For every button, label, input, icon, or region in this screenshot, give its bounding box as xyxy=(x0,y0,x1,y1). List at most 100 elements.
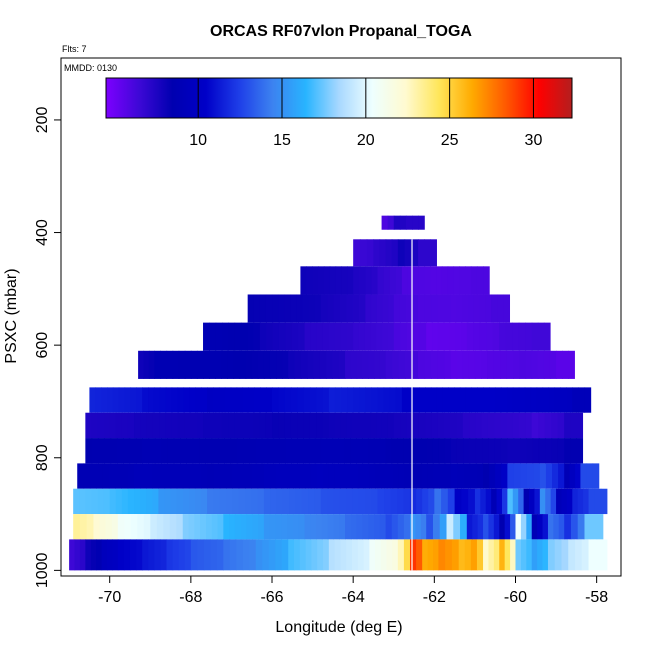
heatmap-cell xyxy=(218,387,226,413)
heatmap-cell xyxy=(424,294,432,323)
heatmap-cell xyxy=(177,387,185,413)
heatmap-cell xyxy=(451,539,460,571)
heatmap-cell xyxy=(247,294,255,323)
heatmap-cell xyxy=(421,463,428,489)
heatmap-cell xyxy=(148,539,155,571)
heatmap-cell xyxy=(215,350,222,379)
heatmap-cell xyxy=(309,412,317,439)
heatmap-cell xyxy=(503,294,511,323)
heatmap-cell xyxy=(334,322,342,351)
heatmap-cell xyxy=(91,438,99,464)
heatmap-cell xyxy=(476,266,484,295)
heatmap-cell xyxy=(542,387,550,413)
heatmap-cell xyxy=(510,514,517,540)
heatmap-cell xyxy=(173,438,181,464)
heatmap-cell xyxy=(221,350,228,379)
heatmap-cell xyxy=(288,539,295,571)
heatmap-cell xyxy=(413,322,421,351)
heatmap-cell xyxy=(438,438,446,464)
heatmap-cell xyxy=(426,322,433,351)
heatmap-cell xyxy=(461,322,468,351)
heatmap-cell xyxy=(430,239,437,267)
heatmap-cell xyxy=(152,463,159,489)
heatmap-cell xyxy=(316,322,324,351)
heatmap-cell xyxy=(345,350,352,379)
heatmap-cell xyxy=(454,488,462,515)
heatmap-cell xyxy=(320,294,328,323)
heatmap-cell xyxy=(406,412,414,439)
heatmap-cell xyxy=(275,514,282,540)
heatmap-cell xyxy=(383,266,391,295)
heatmap-cell xyxy=(322,387,330,413)
heatmap-cell xyxy=(424,266,431,295)
heatmap-cell xyxy=(364,322,372,351)
colorbar-tick-label: 10 xyxy=(189,132,207,149)
heatmap-cell xyxy=(418,294,426,323)
heatmap-cell xyxy=(184,350,192,379)
heatmap-cell xyxy=(544,412,552,439)
heatmap-cell xyxy=(146,488,153,515)
heatmap-cell xyxy=(334,463,341,489)
heatmap-cell xyxy=(346,294,354,323)
heatmap-cell xyxy=(491,294,498,323)
heatmap-cell xyxy=(488,438,496,464)
heatmap-cell xyxy=(148,438,156,464)
heatmap-cell xyxy=(105,514,113,540)
heatmap-cell xyxy=(352,294,360,323)
heatmap-cell xyxy=(91,488,99,515)
y-tick-label: 200 xyxy=(34,106,51,133)
heatmap-cell xyxy=(160,539,168,571)
heatmap-cell xyxy=(368,350,375,379)
heatmap-cell xyxy=(588,539,596,571)
heatmap-cell xyxy=(85,438,93,464)
heatmap-cell xyxy=(293,463,300,489)
heatmap-cell xyxy=(269,463,277,489)
heatmap-cell xyxy=(323,539,330,571)
heatmap-cell xyxy=(335,266,343,295)
heatmap-cell xyxy=(176,463,184,489)
heatmap-cell xyxy=(415,463,423,489)
heatmap-cell xyxy=(303,412,311,439)
heatmap-cell xyxy=(176,514,184,540)
heatmap-cell xyxy=(376,294,383,323)
heatmap-cell xyxy=(110,438,118,464)
heatmap-cell xyxy=(228,412,235,439)
heatmap-cell xyxy=(369,539,376,571)
heatmap-cell xyxy=(248,387,255,413)
colorbar xyxy=(105,77,573,119)
heatmap-cell xyxy=(263,350,271,379)
heatmap-cell xyxy=(265,412,273,439)
heatmap-cell xyxy=(359,266,366,295)
x-tick-label: -60 xyxy=(504,589,527,606)
heatmap-cell xyxy=(314,438,322,464)
heatmap-cell xyxy=(309,387,317,413)
heatmap-cell xyxy=(69,539,76,571)
heatmap-cell xyxy=(284,412,292,439)
heatmap-cell xyxy=(233,350,241,379)
heatmap-cell xyxy=(449,322,456,351)
heatmap-cell xyxy=(431,350,439,379)
heatmap-cell xyxy=(127,463,135,489)
heatmap-cell xyxy=(334,539,342,571)
heatmap-cell xyxy=(485,294,492,323)
heatmap-cell xyxy=(339,294,347,323)
heatmap-cell xyxy=(513,463,521,489)
heatmap-cell xyxy=(438,539,446,571)
heatmap-cell xyxy=(397,539,405,571)
heatmap-cell xyxy=(519,350,527,379)
heatmap-cell xyxy=(165,387,173,413)
heatmap-cell xyxy=(420,514,427,540)
heatmap-cell xyxy=(592,463,600,489)
heatmap-cell xyxy=(160,350,168,379)
heatmap-cell xyxy=(197,539,205,571)
heatmap-cell xyxy=(485,488,492,515)
heatmap-cell xyxy=(97,438,105,464)
heatmap-cell xyxy=(194,514,201,540)
heatmap-cell xyxy=(320,488,328,515)
heatmap-cell xyxy=(146,463,153,489)
heatmap-cell xyxy=(201,463,208,489)
heatmap-cell xyxy=(260,387,267,413)
heatmap-cell xyxy=(308,294,316,323)
heatmap-cell xyxy=(207,488,214,515)
heatmap-cell xyxy=(140,412,148,439)
